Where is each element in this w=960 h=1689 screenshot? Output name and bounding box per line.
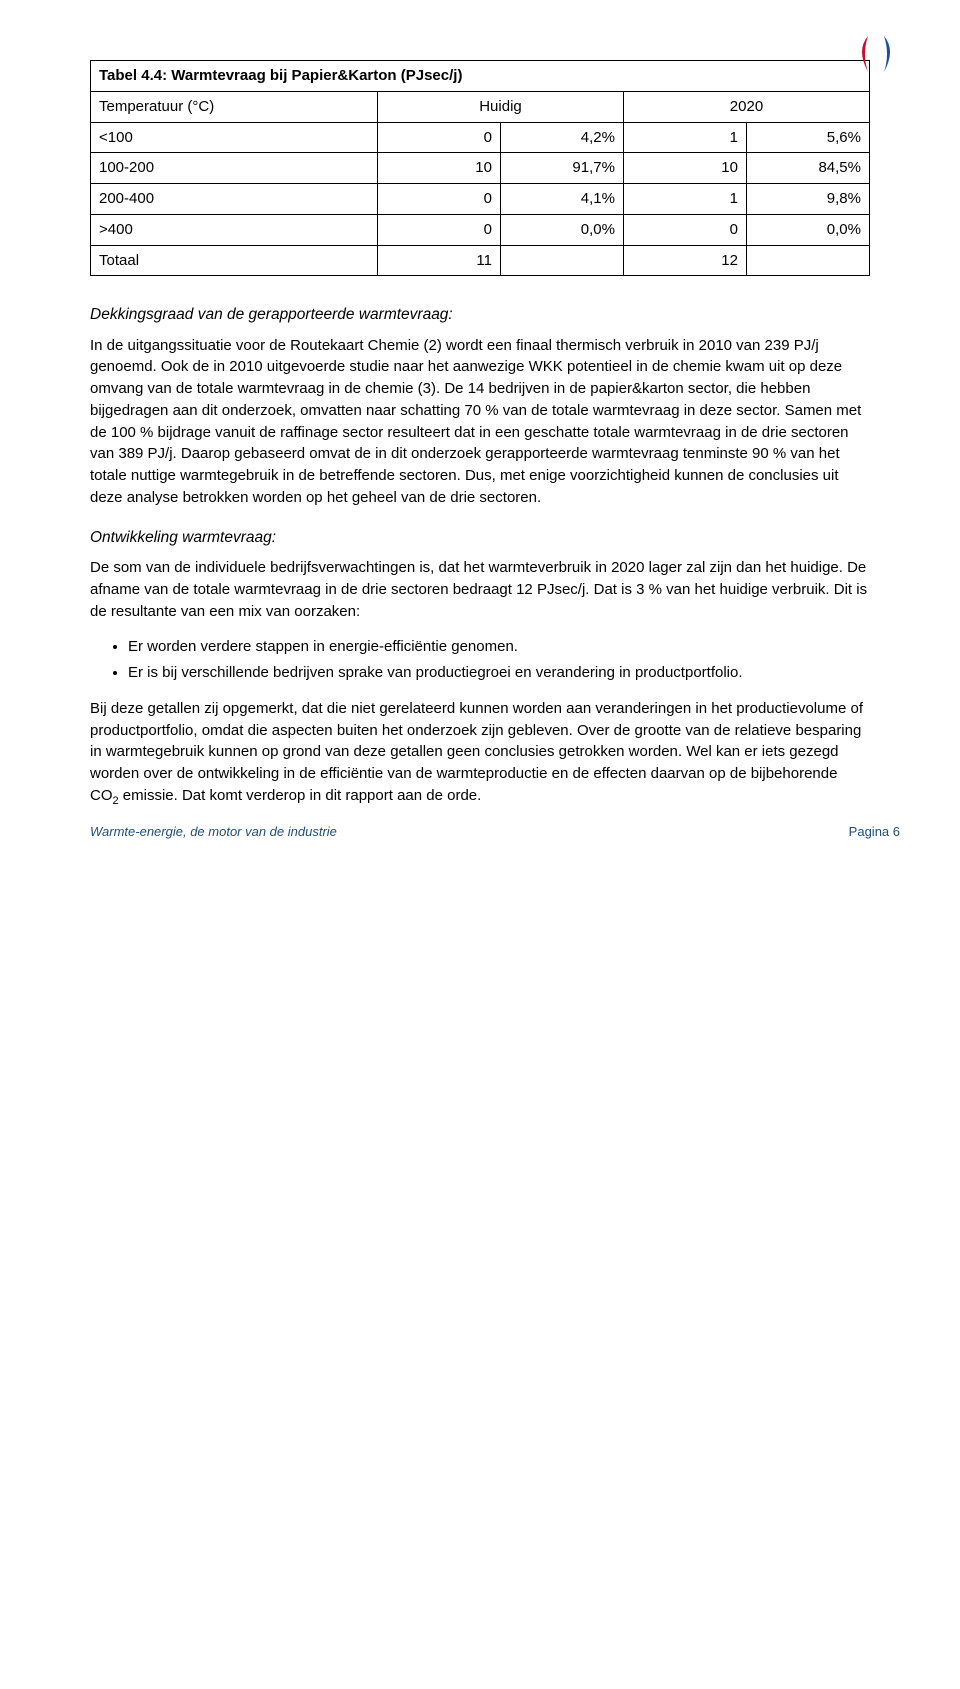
row-2020-n: 1 [623,184,746,215]
footer-left: Warmte-energie, de motor van de industri… [90,823,337,842]
row-huidig-n: 10 [378,153,501,184]
table-header-col1: Huidig [378,91,624,122]
table-header-col2: 2020 [623,91,869,122]
row-2020-n: 1 [623,122,746,153]
total-huidig-n: 11 [378,245,501,276]
warmtevraag-table: Tabel 4.4: Warmtevraag bij Papier&Karton… [90,60,870,276]
section1-title: Dekkingsgraad van de gerapporteerde warm… [90,304,870,326]
row-label: 200-400 [91,184,378,215]
row-huidig-p: 4,2% [500,122,623,153]
table-caption: Tabel 4.4: Warmtevraag bij Papier&Karton… [91,61,870,92]
logo-right-swoosh [884,36,890,72]
row-2020-p: 84,5% [746,153,869,184]
row-huidig-p: 0,0% [500,214,623,245]
section2-para1: De som van de individuele bedrijfsverwac… [90,557,870,622]
bullet-list: Er worden verdere stappen in energie-eff… [128,636,870,684]
row-label: >400 [91,214,378,245]
footer-left-pre: Warmte-energie, [90,824,190,839]
page-footer: Warmte-energie, de motor van de industri… [90,823,900,842]
row-label: <100 [91,122,378,153]
row-huidig-p: 91,7% [500,153,623,184]
row-huidig-p: 4,1% [500,184,623,215]
table-row: 100-200 10 91,7% 10 84,5% [91,153,870,184]
total-2020-n: 12 [623,245,746,276]
table-total-row: Totaal 11 12 [91,245,870,276]
footer-left-post: motor van de industrie [205,824,337,839]
table-header-row: Temperatuur (°C) Huidig 2020 [91,91,870,122]
total-huidig-p [500,245,623,276]
list-item: Er worden verdere stappen in energie-eff… [128,636,870,658]
section2-para2: Bij deze getallen zij opgemerkt, dat die… [90,698,870,810]
logo-left-swoosh [862,36,868,72]
row-label: 100-200 [91,153,378,184]
footer-left-de: de [190,824,204,839]
list-item: Er is bij verschillende bedrijven sprake… [128,662,870,684]
row-2020-n: 10 [623,153,746,184]
section1-text: In de uitgangssituatie voor de Routekaar… [90,335,870,509]
logo [852,30,900,78]
row-2020-p: 9,8% [746,184,869,215]
section2-title: Ontwikkeling warmtevraag: [90,527,870,549]
row-2020-n: 0 [623,214,746,245]
row-huidig-n: 0 [378,122,501,153]
table-row: <100 0 4,2% 1 5,6% [91,122,870,153]
row-huidig-n: 0 [378,214,501,245]
table-caption-row: Tabel 4.4: Warmtevraag bij Papier&Karton… [91,61,870,92]
total-label: Totaal [91,245,378,276]
row-2020-p: 5,6% [746,122,869,153]
total-2020-p [746,245,869,276]
table-row: 200-400 0 4,1% 1 9,8% [91,184,870,215]
para2-post: emissie. Dat komt verderop in dit rappor… [119,787,482,804]
table-header-label: Temperatuur (°C) [91,91,378,122]
table-row: >400 0 0,0% 0 0,0% [91,214,870,245]
row-huidig-n: 0 [378,184,501,215]
footer-right: Pagina 6 [849,823,900,842]
row-2020-p: 0,0% [746,214,869,245]
